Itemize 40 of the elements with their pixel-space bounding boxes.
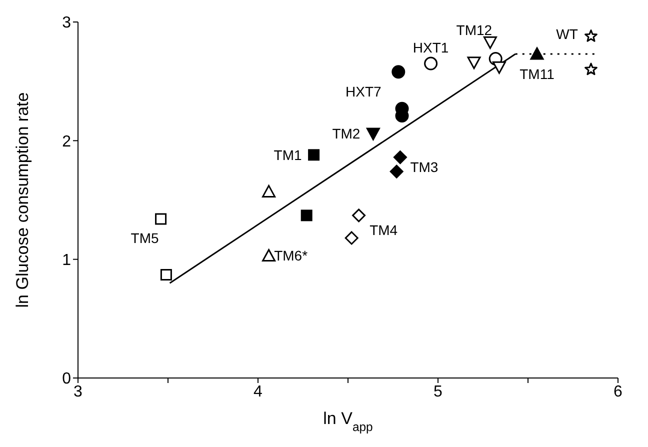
point — [262, 249, 276, 262]
point — [392, 65, 406, 79]
annotation: TM6* — [274, 248, 308, 264]
x-tick-label: 6 — [614, 383, 623, 400]
point — [530, 47, 544, 60]
annotation: WT — [556, 26, 578, 42]
point — [584, 29, 598, 42]
point — [155, 213, 167, 225]
point — [308, 149, 320, 161]
y-tick-label: 0 — [62, 370, 72, 388]
point — [300, 210, 312, 222]
annotation: TM4 — [370, 222, 398, 238]
point — [424, 56, 438, 70]
point — [492, 61, 506, 74]
annotation: TM3 — [410, 159, 438, 176]
y-axis-title: ln Glucose consumption rate — [13, 92, 32, 308]
point — [344, 231, 358, 245]
point — [584, 62, 598, 76]
point — [483, 36, 497, 49]
point — [390, 164, 404, 178]
x-tick-label: 3 — [74, 383, 83, 400]
x-tick-label: 5 — [434, 383, 443, 400]
annotation: TM11 — [520, 66, 555, 82]
annotation: TM2 — [332, 125, 360, 142]
annotation: TM1 — [274, 146, 302, 163]
y-tick-label: 2 — [62, 133, 72, 150]
x-axis-title: ln V$_{app}$ — [323, 409, 374, 434]
x-tick-label: 4 — [254, 383, 263, 400]
annotation: HXT7 — [346, 84, 382, 100]
point — [366, 128, 380, 140]
annotation: HXT1 — [412, 39, 449, 56]
point — [262, 184, 276, 198]
y-tick-label: 1 — [62, 252, 72, 270]
point — [352, 208, 366, 222]
annotation: TM5 — [130, 230, 160, 246]
point — [467, 56, 481, 70]
y-tick-label: 3 — [62, 14, 72, 32]
annotation: TM12 — [456, 22, 492, 38]
point — [160, 269, 172, 281]
point — [393, 150, 407, 164]
